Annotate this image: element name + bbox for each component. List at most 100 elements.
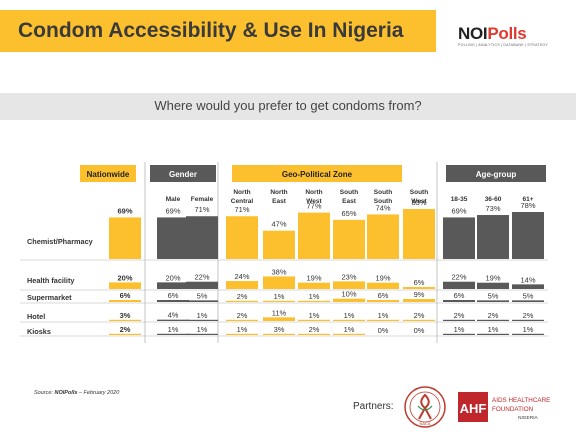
bar-supermarket — [443, 300, 475, 302]
data-label-supermarket: 5% — [197, 291, 208, 300]
data-label-kiosks: 2% — [309, 325, 320, 334]
bar-supermarket — [157, 300, 189, 302]
bar-hotel — [298, 319, 330, 321]
ahf-logo: AHF AIDS HEALTHCARE FOUNDATION NIGERIA — [458, 392, 550, 422]
bar-kiosks — [333, 333, 365, 335]
bar-supermarket — [512, 300, 544, 302]
column-header-label: South — [374, 198, 392, 205]
bar-kiosks — [263, 333, 295, 335]
bar-kiosks — [443, 333, 475, 335]
bar-hotel — [367, 319, 399, 321]
data-label-health-facility: 20% — [165, 273, 180, 282]
data-label-health-facility: 22% — [194, 273, 209, 282]
bar-kiosks — [477, 333, 509, 335]
ahf-name-line2: FOUNDATION — [492, 406, 534, 413]
bar-supermarket — [367, 300, 399, 302]
column-header-label: North — [305, 189, 322, 196]
data-label-supermarket: 9% — [414, 290, 425, 299]
data-label-supermarket: 2% — [237, 292, 248, 301]
column-header-label: South — [410, 189, 428, 196]
question-band — [0, 93, 576, 120]
question-text: Where would you prefer to get condoms fr… — [154, 98, 422, 113]
bar-chemist-pharmacy — [186, 216, 218, 259]
data-label-hotel: 2% — [488, 311, 499, 320]
data-label-kiosks: 1% — [523, 325, 534, 334]
bar-health-facility — [109, 282, 141, 289]
data-label-health-facility: 19% — [375, 274, 390, 283]
data-label-hotel: 2% — [454, 311, 465, 320]
source-note: Source: NOIPolls – February 2020 — [34, 390, 119, 396]
data-label-health-facility: 20% — [117, 273, 132, 282]
bar-chemist-pharmacy — [157, 217, 189, 259]
seal-text: NACA — [419, 421, 430, 426]
bar-supermarket — [109, 300, 141, 302]
data-label-chemist-pharmacy: 69% — [451, 206, 466, 215]
bar-kiosks — [298, 333, 330, 335]
data-label-hotel: 1% — [378, 311, 389, 320]
data-label-hotel: 4% — [168, 311, 179, 320]
data-label-supermarket: 6% — [454, 291, 465, 300]
bar-health-facility — [333, 281, 365, 289]
logo-tagline: POLLING | ANALYTICS | DATABANK | STRATEG… — [458, 43, 549, 47]
logo-polls-text: Polls — [487, 24, 527, 43]
bar-chemist-pharmacy — [403, 209, 435, 259]
column-header-label: 61+ — [522, 196, 533, 203]
data-label-supermarket: 10% — [341, 290, 356, 299]
data-label-chemist-pharmacy: 73% — [485, 204, 500, 213]
row-label: Supermarket — [27, 293, 72, 302]
column-header-label: 36-60 — [485, 196, 502, 203]
column-header-label: North — [270, 189, 287, 196]
group-header-box-3 — [446, 165, 546, 182]
data-label-chemist-pharmacy: 69% — [165, 206, 180, 215]
data-label-chemist-pharmacy: 47% — [271, 220, 286, 229]
bar-supermarket — [186, 300, 218, 302]
data-label-chemist-pharmacy: 65% — [341, 209, 356, 218]
data-label-kiosks: 1% — [237, 325, 248, 334]
page-title: Condom Accessibility & Use In Nigeria — [18, 19, 404, 42]
bar-supermarket — [333, 298, 365, 302]
column-header-label: West — [306, 198, 322, 205]
data-label-health-facility: 14% — [520, 275, 535, 284]
row-label: Chemist/Pharmacy — [27, 237, 94, 246]
logo-noi-text: NOI — [458, 24, 488, 43]
naca-seal-icon: NACA — [404, 386, 446, 428]
data-label-kiosks: 1% — [488, 325, 499, 334]
data-label-supermarket: 1% — [309, 292, 320, 301]
data-label-supermarket: 6% — [120, 291, 131, 300]
bar-chemist-pharmacy — [333, 219, 365, 259]
data-label-hotel: 2% — [523, 311, 534, 320]
column-header-label: Female — [191, 196, 214, 203]
bar-chemist-pharmacy — [263, 230, 295, 259]
group-header-label: Nationwide — [87, 170, 130, 179]
data-label-health-facility: 24% — [234, 272, 249, 281]
bar-health-facility — [443, 281, 475, 289]
bar-hotel — [263, 317, 295, 321]
column-header-label: Central — [231, 198, 254, 205]
column-header-label: North — [233, 189, 250, 196]
bar-health-facility — [263, 276, 295, 289]
data-label-chemist-pharmacy: 71% — [234, 205, 249, 214]
data-label-chemist-pharmacy: 74% — [375, 203, 390, 212]
bar-kiosks — [186, 333, 218, 335]
column-header-label: Male — [166, 196, 181, 203]
data-label-health-facility: 38% — [271, 267, 286, 276]
bar-health-facility — [298, 282, 330, 289]
bar-hotel — [226, 319, 258, 321]
bar-chemist-pharmacy — [477, 215, 509, 259]
data-label-health-facility: 22% — [451, 273, 466, 282]
bar-hotel — [477, 319, 509, 321]
column-header-label: West — [411, 198, 427, 205]
bar-chemist-pharmacy — [512, 212, 544, 259]
data-label-kiosks: 3% — [274, 325, 285, 334]
ahf-logo-box — [458, 392, 488, 422]
ahf-name-line3: NIGERIA — [518, 415, 539, 421]
bar-health-facility — [157, 282, 189, 289]
bar-supermarket — [403, 299, 435, 302]
bar-kiosks — [226, 333, 258, 335]
column-header-label: 18-35 — [451, 196, 468, 203]
source-brand: NOIPolls — [54, 390, 78, 396]
bar-supermarket — [298, 300, 330, 302]
bar-hotel — [443, 319, 475, 321]
data-label-kiosks: 1% — [168, 325, 179, 334]
